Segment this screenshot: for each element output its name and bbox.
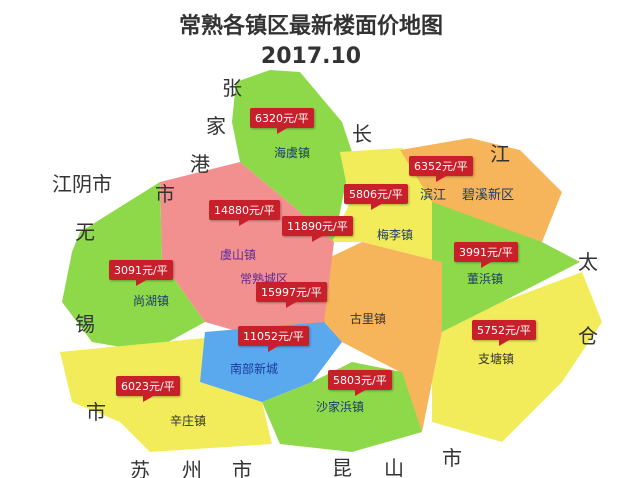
region-guli <box>320 242 442 432</box>
price-tag: 5806元/平 <box>344 184 408 204</box>
town-label: 辛庄镇 <box>170 414 207 428</box>
price-tag: 11890元/平 <box>282 216 353 236</box>
town-label: 沙家浜镇 <box>316 400 365 414</box>
neighbor-label: 无 <box>75 220 95 244</box>
price-tag: 6023元/平 <box>116 376 180 396</box>
map-subtitle: 2017.10 <box>260 44 362 69</box>
neighbor-label: 昆 <box>332 456 352 478</box>
map-title: 常熟各镇区最新楼面价地图 <box>178 14 443 39</box>
neighbor-label: 苏 <box>130 458 150 478</box>
town-label: 梅李镇 <box>377 228 414 242</box>
neighbor-label: 江 <box>490 142 510 166</box>
town-label: 海虞镇 <box>274 146 311 160</box>
neighbor-label: 锡 <box>75 312 95 336</box>
neighbor-label: 港 <box>190 152 210 176</box>
price-tag: 11052元/平 <box>238 326 309 346</box>
region-zhitang <box>432 272 602 442</box>
price-tag: 3091元/平 <box>109 260 173 280</box>
price-tag: 5752元/平 <box>472 320 536 340</box>
town-label: 古里镇 <box>350 312 387 326</box>
neighbor-label: 山 <box>384 456 404 478</box>
neighbor-label: 长 <box>352 122 372 146</box>
neighbor-label: 仓 <box>578 324 598 348</box>
neighbor-label: 太 <box>578 250 598 274</box>
neighbor-label: 市 <box>86 400 106 424</box>
price-tag: 15997元/平 <box>256 282 327 302</box>
town-label: 碧溪新区 <box>462 188 515 203</box>
region-dongbang <box>432 202 580 332</box>
price-tag: 3991元/平 <box>454 242 518 262</box>
price-tag: 6352元/平 <box>409 156 473 176</box>
neighbor-label: 市 <box>232 458 252 478</box>
neighbor-label: 州 <box>182 458 202 478</box>
neighbor-label: 市 <box>155 182 175 206</box>
town-label: 滨江 <box>420 188 447 203</box>
town-label: 尚湖镇 <box>133 294 170 308</box>
price-tag: 6320元/平 <box>250 108 314 128</box>
neighbor-label: 张 <box>222 76 242 100</box>
neighbor-label: 家 <box>206 114 226 138</box>
town-label: 南部新城 <box>230 362 279 376</box>
town-label: 虞山镇 <box>220 248 257 262</box>
price-tag: 14880元/平 <box>209 200 280 220</box>
town-label: 董浜镇 <box>467 272 504 286</box>
price-tag: 5803元/平 <box>328 370 392 390</box>
region-meili <box>332 148 442 262</box>
neighbor-label: 市 <box>442 446 462 470</box>
neighbor-label: 江阴市 <box>52 172 112 196</box>
town-label: 支塘镇 <box>478 352 515 366</box>
